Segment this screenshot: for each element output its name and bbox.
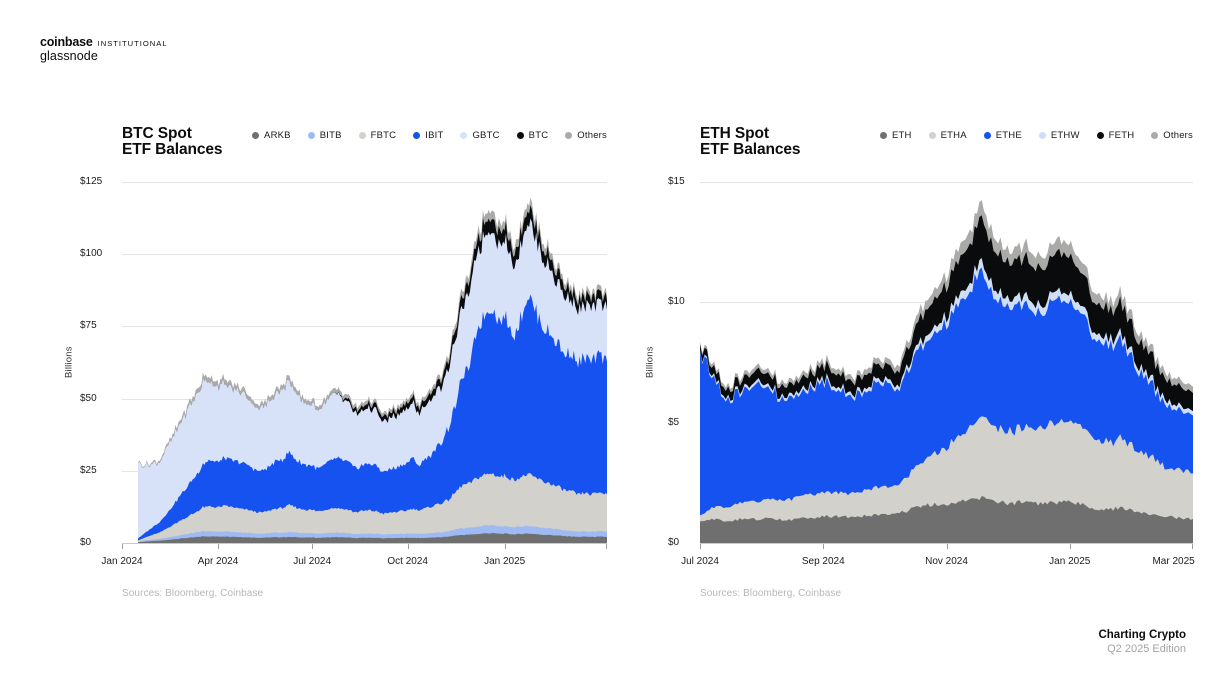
x-axis-label: Jul 2024 (293, 556, 332, 567)
x-axis-label: Jan 2025 (484, 556, 526, 567)
legend-dot-icon (413, 132, 421, 139)
legend-item-others: Others (1151, 130, 1193, 141)
legend-dot-icon (1151, 132, 1159, 139)
legend-item-arkb: ARKB (252, 130, 291, 141)
legend-dot-icon (516, 132, 524, 139)
y-axis-title: Billions (644, 346, 656, 379)
legend-label: FBTC (370, 130, 397, 141)
legend-dot-icon (983, 132, 991, 139)
x-axis-label: Apr 2024 (197, 556, 239, 567)
legend-label: ETHE (995, 130, 1022, 141)
legend-label: FETH (1108, 130, 1135, 141)
institutional-label: INSTITUTIONAL (97, 39, 168, 48)
legend-label: ARKB (264, 130, 291, 141)
chart-title: BTC Spot ETF Balances (122, 125, 223, 158)
report-title: Charting Crypto (1098, 629, 1186, 641)
y-axis-label: $125 (80, 176, 103, 187)
chart-legend: ETH ETHA ETHE ETHW FETH Others (863, 130, 1193, 141)
legend-item-etha: ETHA (928, 130, 967, 141)
legend-label: BTC (528, 130, 549, 141)
coinbase-logo: coinbase (40, 35, 93, 49)
y-axis-label: $75 (80, 320, 97, 332)
report-edition: Q2 2025 Edition (1107, 643, 1186, 655)
x-axis-label: Oct 2024 (387, 556, 428, 567)
chart-legend: ARKB BITB FBTC IBIT GBTC BTC Others (235, 130, 607, 141)
stacked-area-chart (122, 182, 607, 549)
legend-dot-icon (928, 132, 936, 139)
y-axis-label: $100 (80, 248, 103, 260)
y-axis-label: $10 (668, 296, 685, 308)
brand-logos: coinbase INSTITUTIONAL glassnode (40, 36, 168, 63)
legend-dot-icon (252, 132, 260, 139)
y-axis-label: $0 (668, 537, 680, 548)
sources-note: Sources: Bloomberg, Coinbase (122, 588, 264, 599)
chart-title-line1: BTC Spot (122, 125, 192, 142)
legend-label: ETH (892, 130, 912, 141)
legend-item-gbtc: GBTC (460, 130, 499, 141)
x-axis-label: Mar 2025 (1152, 556, 1195, 567)
chart-title-line2: ETF Balances (700, 141, 801, 158)
eth-etf-chart-block: ETH Spot ETF Balances Sources: Bloomberg… (640, 125, 1195, 638)
legend-dot-icon (307, 132, 315, 139)
legend-item-bitb: BITB (307, 130, 342, 141)
y-axis-label: $50 (80, 392, 97, 404)
legend-item-feth: FETH (1096, 130, 1135, 141)
y-axis-title: Billions (63, 346, 75, 379)
legend-item-fbtc: FBTC (358, 130, 397, 141)
legend-item-btc: BTC (516, 130, 549, 141)
legend-item-ethw: ETHW (1038, 130, 1080, 141)
legend-dot-icon (565, 132, 573, 139)
legend-item-others: Others (565, 130, 607, 141)
stacked-area-chart (700, 182, 1193, 549)
chart-title-line2: ETF Balances (122, 141, 223, 158)
legend-label: ETHW (1050, 130, 1080, 141)
legend-label: Others (1163, 130, 1193, 141)
legend-label: GBTC (472, 130, 500, 141)
y-axis-label: $0 (80, 537, 92, 548)
x-axis-label: Jan 2024 (101, 556, 143, 567)
legend-item-ibit: IBIT (413, 130, 443, 141)
x-axis-label: Jul 2024 (681, 556, 719, 567)
glassnode-logo: glassnode (40, 49, 98, 63)
chart-title-line1: ETH Spot (700, 125, 769, 142)
x-axis-label: Jan 2025 (1049, 556, 1091, 567)
legend-dot-icon (880, 132, 887, 139)
series-area-arkb (138, 532, 607, 543)
legend-label: Others (577, 130, 607, 141)
chart-title: ETH Spot ETF Balances (700, 125, 801, 158)
legend-item-eth: ETH (880, 130, 912, 141)
legend-dot-icon (460, 132, 468, 139)
btc-etf-chart-block: BTC Spot ETF Balances Sources: Bloomberg… (60, 126, 607, 638)
sources-note: Sources: Bloomberg, Coinbase (700, 588, 842, 599)
legend-dot-icon (358, 132, 366, 139)
y-axis-label: $25 (80, 464, 97, 476)
y-axis-label: $15 (668, 176, 685, 187)
legend-item-ethe: ETHE (983, 130, 1022, 141)
legend-label: IBIT (425, 130, 444, 141)
legend-label: ETHA (940, 130, 967, 141)
legend-dot-icon (1038, 132, 1046, 139)
y-axis-label: $5 (668, 416, 680, 428)
x-axis-label: Nov 2024 (925, 556, 968, 567)
series-area-eth (700, 496, 1193, 543)
report-footer: Charting Crypto Q2 2025 Edition (1098, 628, 1186, 656)
legend-label: BITB (319, 130, 342, 141)
legend-dot-icon (1096, 132, 1104, 139)
x-axis-label: Sep 2024 (801, 556, 845, 567)
